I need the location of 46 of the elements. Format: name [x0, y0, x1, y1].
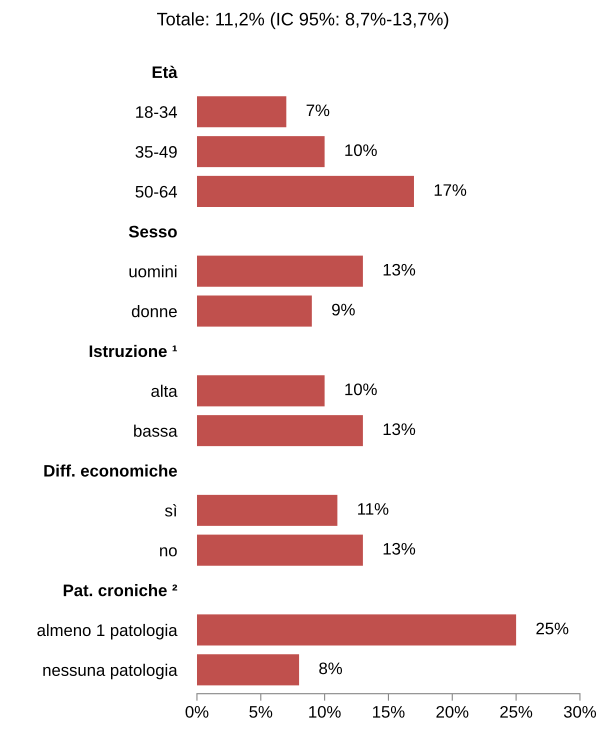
y-tick-label: sì	[165, 504, 176, 517]
data-label: 13%	[384, 264, 416, 276]
x-tick-label: 15%	[373, 706, 405, 718]
data-label: 10%	[345, 383, 377, 396]
bar	[196, 96, 286, 128]
data-label: 13%	[384, 423, 416, 436]
x-tick-label: 5%	[249, 706, 272, 718]
x-tick-label: 10%	[309, 706, 341, 718]
x-tick-label: 30%	[564, 706, 596, 718]
y-tick-label: Diff. economiche	[44, 464, 177, 477]
data-label: 25%	[536, 622, 568, 634]
data-label: 13%	[384, 542, 416, 555]
chart-title: Totale: 11,2% (IC 95%: 8,7%-13,7%)	[157, 12, 448, 30]
bar	[196, 136, 325, 168]
bar	[196, 296, 312, 327]
bar	[196, 375, 325, 406]
y-tick-label: 35-49	[136, 146, 177, 158]
bar	[196, 534, 363, 566]
y-tick-label: donne	[132, 305, 177, 318]
data-label: 9%	[332, 304, 355, 316]
y-tick-label: 18-34	[136, 106, 178, 118]
data-label: 8%	[319, 662, 342, 674]
y-tick-label: Pat. croniche ²	[64, 584, 178, 596]
x-tick-label: 20%	[436, 706, 468, 718]
bar	[196, 176, 414, 208]
x-tick-label: 25%	[500, 706, 532, 718]
data-label: 11%	[358, 503, 388, 515]
y-tick-label: no	[160, 547, 177, 556]
data-label: 10%	[345, 144, 377, 156]
bar	[196, 415, 363, 446]
bar	[196, 614, 516, 646]
y-tick-label: Sesso	[128, 226, 177, 238]
y-tick-label: almeno 1 patologia	[37, 624, 178, 640]
y-tick-label: nessuna patologia	[43, 664, 178, 680]
bar	[196, 654, 300, 686]
y-tick-label: bassa	[134, 424, 178, 437]
y-tick-label: Istruzione ¹	[90, 344, 177, 358]
y-tick-label: alta	[151, 384, 178, 397]
y-tick-label: Età	[152, 66, 178, 78]
bar	[196, 494, 338, 526]
bar	[196, 256, 363, 287]
y-tick-label: 50-64	[136, 186, 178, 198]
y-tick-label: uomini	[129, 265, 176, 278]
data-label: 7%	[306, 104, 330, 116]
data-label: 17%	[434, 184, 466, 196]
x-tick-label: 0%	[186, 706, 208, 718]
